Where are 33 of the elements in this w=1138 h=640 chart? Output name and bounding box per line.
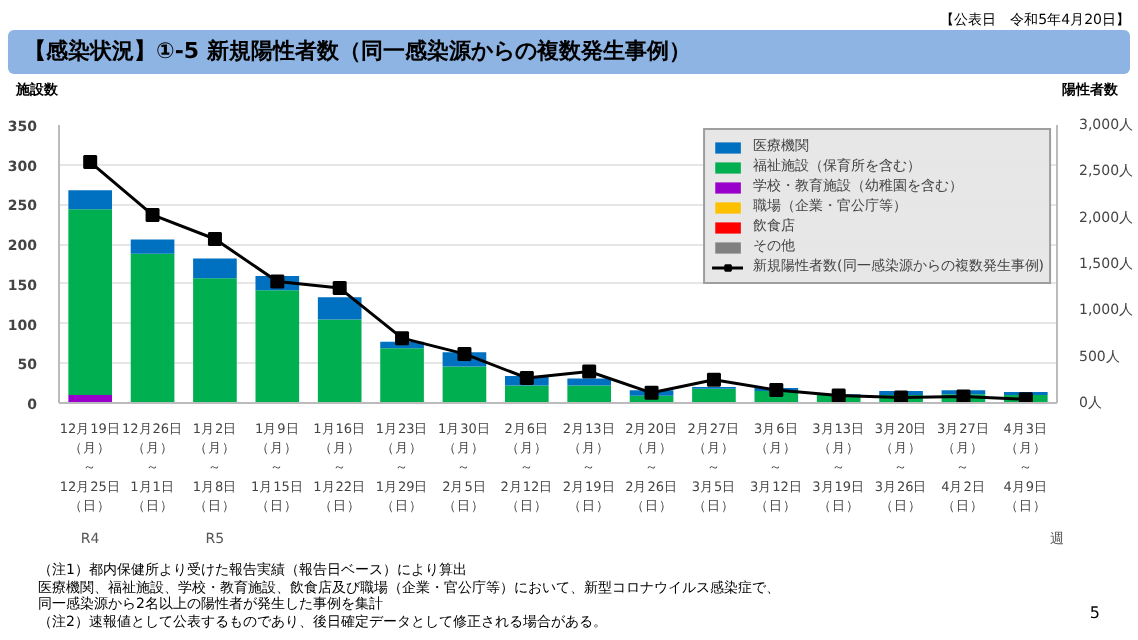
bar: [130, 253, 175, 403]
bar: [442, 366, 487, 403]
bar: [567, 378, 612, 386]
point: [83, 155, 98, 170]
point: [769, 383, 784, 398]
bar: [504, 385, 549, 403]
bar: [317, 297, 362, 320]
point: [644, 385, 659, 400]
bar: [68, 190, 113, 210]
text: 5: [1089, 604, 1100, 623]
point: [207, 231, 222, 246]
bar: [692, 388, 736, 403]
bar: [380, 348, 424, 403]
point: [332, 281, 347, 296]
point: [706, 372, 721, 387]
bar: [567, 385, 612, 403]
point: [956, 389, 971, 403]
point: [519, 370, 534, 385]
bar: [68, 209, 113, 396]
point: [894, 390, 909, 403]
bar: [130, 239, 175, 254]
point: [145, 207, 160, 222]
chart-title: 【感染状況】①-5 新規陽性者数（同一感染源からの複数発生事例）: [8, 30, 1130, 74]
point: [582, 364, 597, 379]
point: [1018, 392, 1033, 403]
point: [457, 346, 472, 361]
bar: [255, 290, 300, 403]
bar: [193, 258, 237, 279]
bar: [193, 278, 237, 403]
point: [395, 331, 410, 346]
bar: [317, 319, 362, 403]
point: [831, 388, 846, 403]
point: [270, 274, 285, 289]
